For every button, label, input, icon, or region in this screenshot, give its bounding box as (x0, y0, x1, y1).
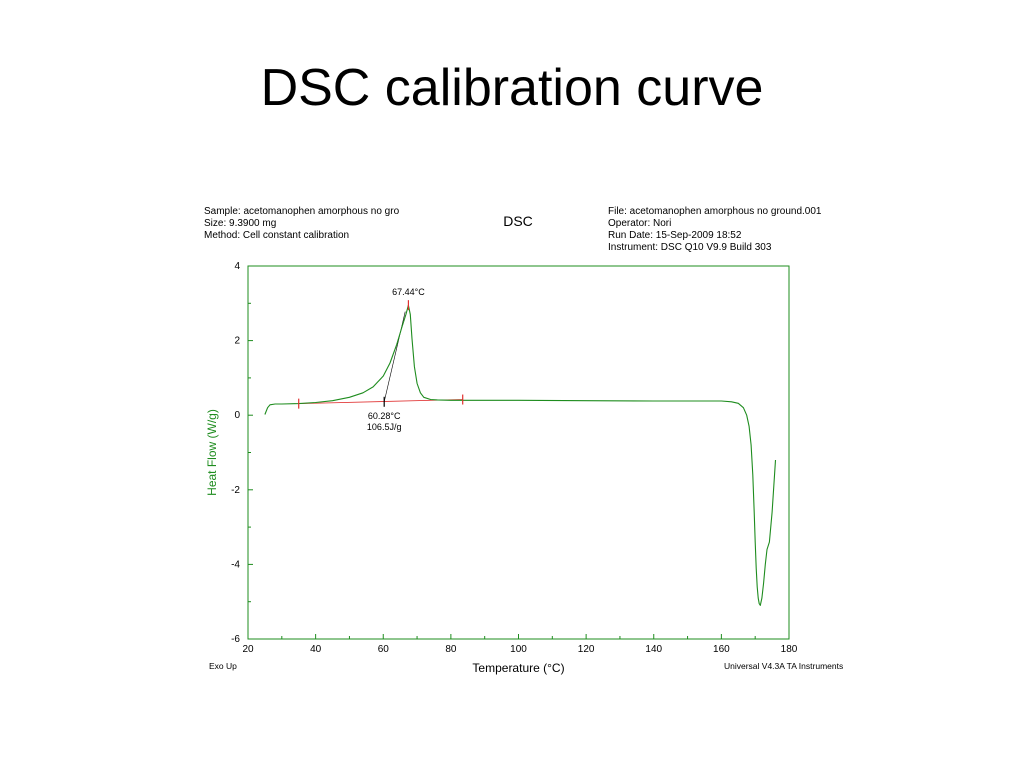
instrument: Instrument: DSC Q10 V9.9 Build 303 (608, 242, 772, 253)
sample-name: Sample: acetomanophen amorphous no gro (204, 206, 400, 217)
y-tick-label: 2 (234, 336, 240, 347)
x-tick-label: 60 (378, 644, 390, 655)
file-name: File: acetomanophen amorphous no ground.… (608, 206, 822, 217)
plot-axes (247, 265, 790, 640)
x-tick-label: 40 (310, 644, 322, 655)
axis-ticks: 20 40 60 80 100 120 140 160 180 -6 -4 -2 0 2 4 (231, 261, 798, 655)
y-tick-label: -2 (231, 485, 240, 496)
y-tick-label: 4 (234, 261, 240, 272)
x-tick-label: 180 (781, 644, 798, 655)
operator: Operator: Nori (608, 218, 672, 229)
chart-title: DSC (503, 213, 533, 229)
exo-up-label: Exo Up (209, 661, 237, 671)
x-tick-label: 120 (578, 644, 595, 655)
x-tick-label: 100 (510, 644, 527, 655)
x-axis-label: Temperature (°C) (472, 661, 564, 675)
x-tick-label: 140 (645, 644, 662, 655)
peak-annotation: 67.44°C (392, 287, 425, 297)
method: Method: Cell constant calibration (204, 230, 350, 241)
software-label: Universal V4.3A TA Instruments (724, 661, 844, 671)
peak-annotation: 60.28°C (368, 411, 401, 421)
sample-size: Size: 9.3900 mg (204, 218, 277, 229)
run-date: Run Date: 15-Sep-2009 18:52 (608, 230, 742, 241)
peak-annotation: 106.5J/g (367, 422, 402, 432)
x-tick-label: 20 (242, 644, 254, 655)
x-tick-label: 80 (445, 644, 457, 655)
y-tick-label: 0 (234, 410, 240, 421)
run-info: File: acetomanophen amorphous no ground.… (608, 206, 821, 254)
y-axis-label: Heat Flow (W/g) (205, 409, 219, 496)
plot-frame (247, 265, 790, 640)
y-tick-label: -4 (231, 559, 240, 570)
sample-info: Sample: acetomanophen amorphous no gro S… (204, 206, 399, 242)
slide-title: DSC calibration curve (260, 59, 764, 117)
x-tick-label: 160 (713, 644, 730, 655)
heat-flow-curve (264, 304, 777, 606)
y-tick-label: -6 (231, 634, 240, 645)
